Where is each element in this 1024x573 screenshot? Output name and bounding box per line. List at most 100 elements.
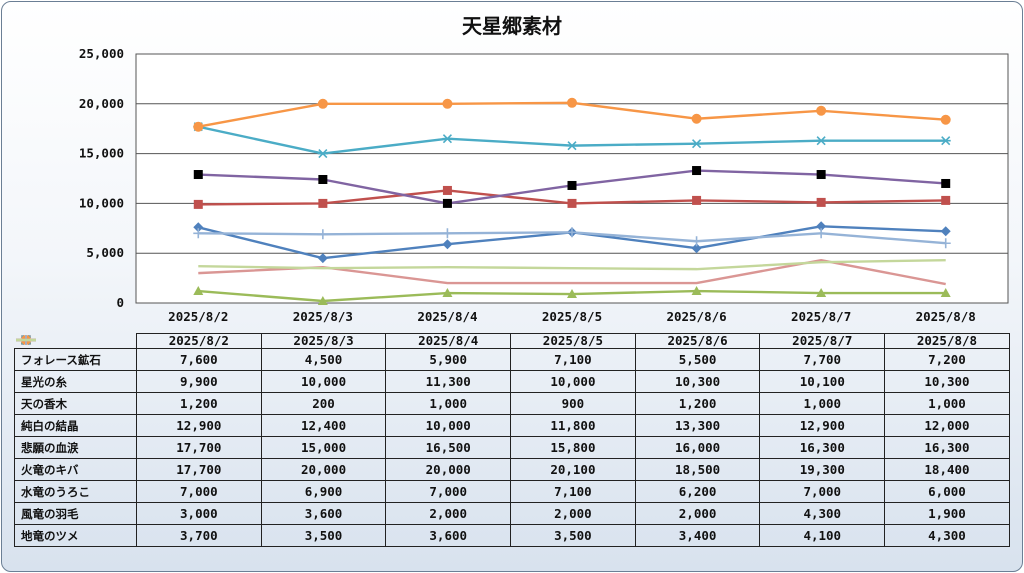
data-label: 2,000 <box>510 502 636 525</box>
data-point <box>318 174 328 184</box>
x-tick-label: 2025/8/8 <box>916 309 976 324</box>
table-row: 風竜の羽毛 3,000 3,600 2,000 2,000 2,000 4,300 1,900 <box>14 338 1010 525</box>
data-label: 4,300 <box>884 524 1010 547</box>
table-header-cell: 2025/8/4 <box>385 333 512 349</box>
data-label: 4,100 <box>759 524 886 547</box>
data-label: 9,900 <box>136 370 262 393</box>
data-label: 3,600 <box>385 524 512 547</box>
data-label: 3,700 <box>136 524 262 547</box>
data-point <box>691 243 702 254</box>
data-label: 20,100 <box>510 458 636 481</box>
data-point <box>317 98 328 109</box>
series-name: 純白の結晶 <box>21 418 79 433</box>
data-point <box>691 139 702 149</box>
data-point <box>442 228 453 239</box>
data-label: 2,000 <box>634 502 761 525</box>
data-point <box>941 178 951 188</box>
data-label: 10,100 <box>759 370 886 393</box>
data-point <box>317 229 328 240</box>
data-label: 16,300 <box>759 436 886 459</box>
y-tick-label: 25,000 <box>79 46 124 61</box>
data-label: 16,000 <box>634 436 761 459</box>
data-point <box>940 226 951 237</box>
data-point <box>940 238 951 249</box>
data-label: 200 <box>260 392 387 415</box>
series-name: 星光の糸 <box>21 374 67 389</box>
data-label: 7,100 <box>510 480 636 503</box>
data-point <box>816 197 826 207</box>
series-legend-label: 悲願の血涙 <box>14 334 137 459</box>
data-label: 19,300 <box>759 458 886 481</box>
data-point <box>442 134 453 144</box>
table-header-cell: 2025/8/6 <box>634 333 761 349</box>
data-label: 12,000 <box>884 414 1010 437</box>
series-legend-label: 星光の糸 <box>14 335 137 393</box>
data-label: 10,300 <box>884 370 1010 393</box>
x-tick-label: 2025/8/4 <box>417 309 477 324</box>
data-label: 7,000 <box>759 480 886 503</box>
data-label: 6,900 <box>260 480 387 503</box>
data-label: 1,200 <box>136 392 262 415</box>
data-label: 7,700 <box>759 348 886 371</box>
table-row: 水竜のうろこ 7,000 6,900 7,000 7,100 6,200 7,000 6,00… <box>14 334 1010 503</box>
data-label: 900 <box>510 392 636 415</box>
data-label: 10,000 <box>260 370 387 393</box>
series-legend-label: フォレース鉱石 <box>14 334 137 371</box>
data-point <box>317 253 328 264</box>
x-tick-label: 2025/8/6 <box>666 309 726 324</box>
data-table: 2025/8/2 2025/8/3 2025/8/4 2025/8/5 2025/8/6… <box>14 333 1010 547</box>
data-point <box>442 98 453 109</box>
data-point <box>193 286 204 296</box>
data-label: 20,000 <box>385 458 512 481</box>
y-tick-label: 20,000 <box>79 96 124 111</box>
table-header-cell: 2025/8/5 <box>510 333 636 349</box>
data-label: 7,200 <box>884 348 1010 371</box>
series-name: 水竜のうろこ <box>21 484 90 499</box>
data-point <box>816 228 827 239</box>
data-point <box>442 198 452 208</box>
data-label: 4,500 <box>260 348 387 371</box>
series-name: 地竜のツメ <box>21 528 79 543</box>
table-row: 星光の糸 9,900 10,000 11,300 10,000 10,300 10,100 1… <box>14 335 1010 393</box>
data-point <box>193 121 204 132</box>
table-row: 天の香木 1,200 200 1,000 900 1,200 1,000 1,000 <box>14 334 1010 415</box>
data-point <box>567 97 577 108</box>
data-label: 7,000 <box>136 480 262 503</box>
table-row: 純白の結晶 12,900 12,400 10,000 11,800 13,300 12,90… <box>14 335 1010 437</box>
data-point <box>692 195 702 205</box>
series-name: 悲願の血涙 <box>21 440 79 455</box>
data-label: 3,000 <box>136 502 262 525</box>
x-tick-label: 2025/8/3 <box>293 309 353 324</box>
data-point <box>193 170 203 180</box>
data-label: 13,300 <box>634 414 761 437</box>
data-point <box>567 141 577 151</box>
y-tick-label: 5,000 <box>86 245 124 260</box>
series-legend-label: 地竜のツメ <box>14 338 137 547</box>
data-label: 11,300 <box>385 370 512 393</box>
data-point <box>318 198 328 208</box>
table-row: フォレース鉱石 7,600 4,500 5,900 7,100 5,500 7,700 7,2… <box>14 334 1010 371</box>
table-header-cell: 2025/8/3 <box>260 333 387 349</box>
data-label: 12,900 <box>136 414 262 437</box>
series-legend-label: 火竜のキバ <box>14 334 137 481</box>
data-point <box>317 149 328 159</box>
table-header-cell: 2025/8/7 <box>759 333 886 349</box>
series-legend-label: 天の香木 <box>14 334 137 415</box>
data-label: 20,000 <box>260 458 387 481</box>
data-point <box>691 236 702 247</box>
data-point <box>816 136 827 146</box>
data-point <box>816 288 827 298</box>
data-point <box>567 180 577 190</box>
data-point <box>692 166 702 176</box>
data-label: 11,800 <box>510 414 636 437</box>
data-label: 7,100 <box>510 348 636 371</box>
series-legend-label: 風竜の羽毛 <box>14 338 137 525</box>
data-label: 6,200 <box>634 480 761 503</box>
x-tick-label: 2025/8/2 <box>168 309 228 324</box>
table-header-cell: 2025/8/2 <box>136 333 262 349</box>
data-label: 18,500 <box>634 458 761 481</box>
data-point <box>816 105 827 116</box>
data-point <box>691 113 702 124</box>
data-point <box>691 286 702 296</box>
data-point <box>317 296 328 306</box>
